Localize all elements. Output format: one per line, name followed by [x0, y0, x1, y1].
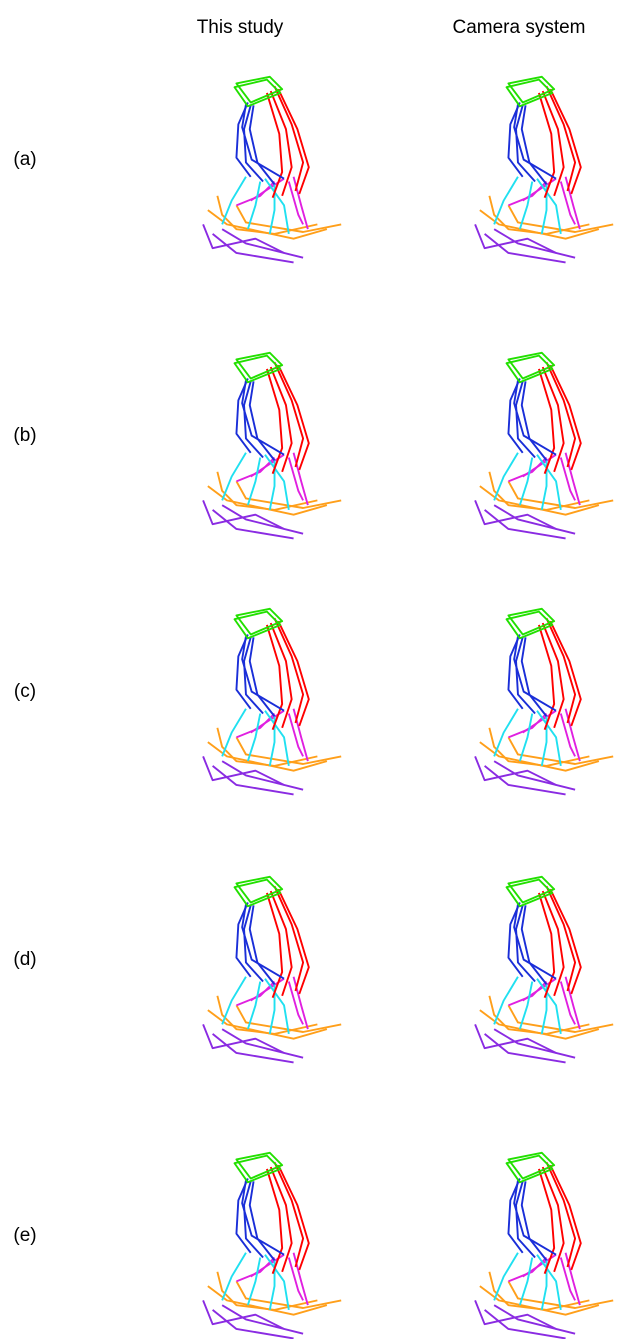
row-label: (d)	[13, 949, 36, 970]
stick-figure	[473, 1151, 615, 1341]
stick-figure	[201, 607, 343, 797]
column-header: Camera system	[452, 17, 585, 38]
rows: (a) (b) (c) (d) (e)	[13, 75, 615, 1341]
stick-figure	[201, 75, 343, 265]
row-label: (a)	[13, 149, 36, 170]
stick-figure	[473, 875, 615, 1065]
row-label: (e)	[13, 1225, 36, 1246]
stick-figure	[473, 75, 615, 265]
column-header: This study	[197, 17, 284, 38]
row-label: (c)	[14, 681, 36, 702]
stick-figure	[201, 1151, 343, 1341]
row-label: (b)	[13, 425, 36, 446]
stick-figure	[473, 607, 615, 797]
stick-figure	[473, 351, 615, 541]
stick-figure	[201, 875, 343, 1065]
stick-figure	[201, 351, 343, 541]
